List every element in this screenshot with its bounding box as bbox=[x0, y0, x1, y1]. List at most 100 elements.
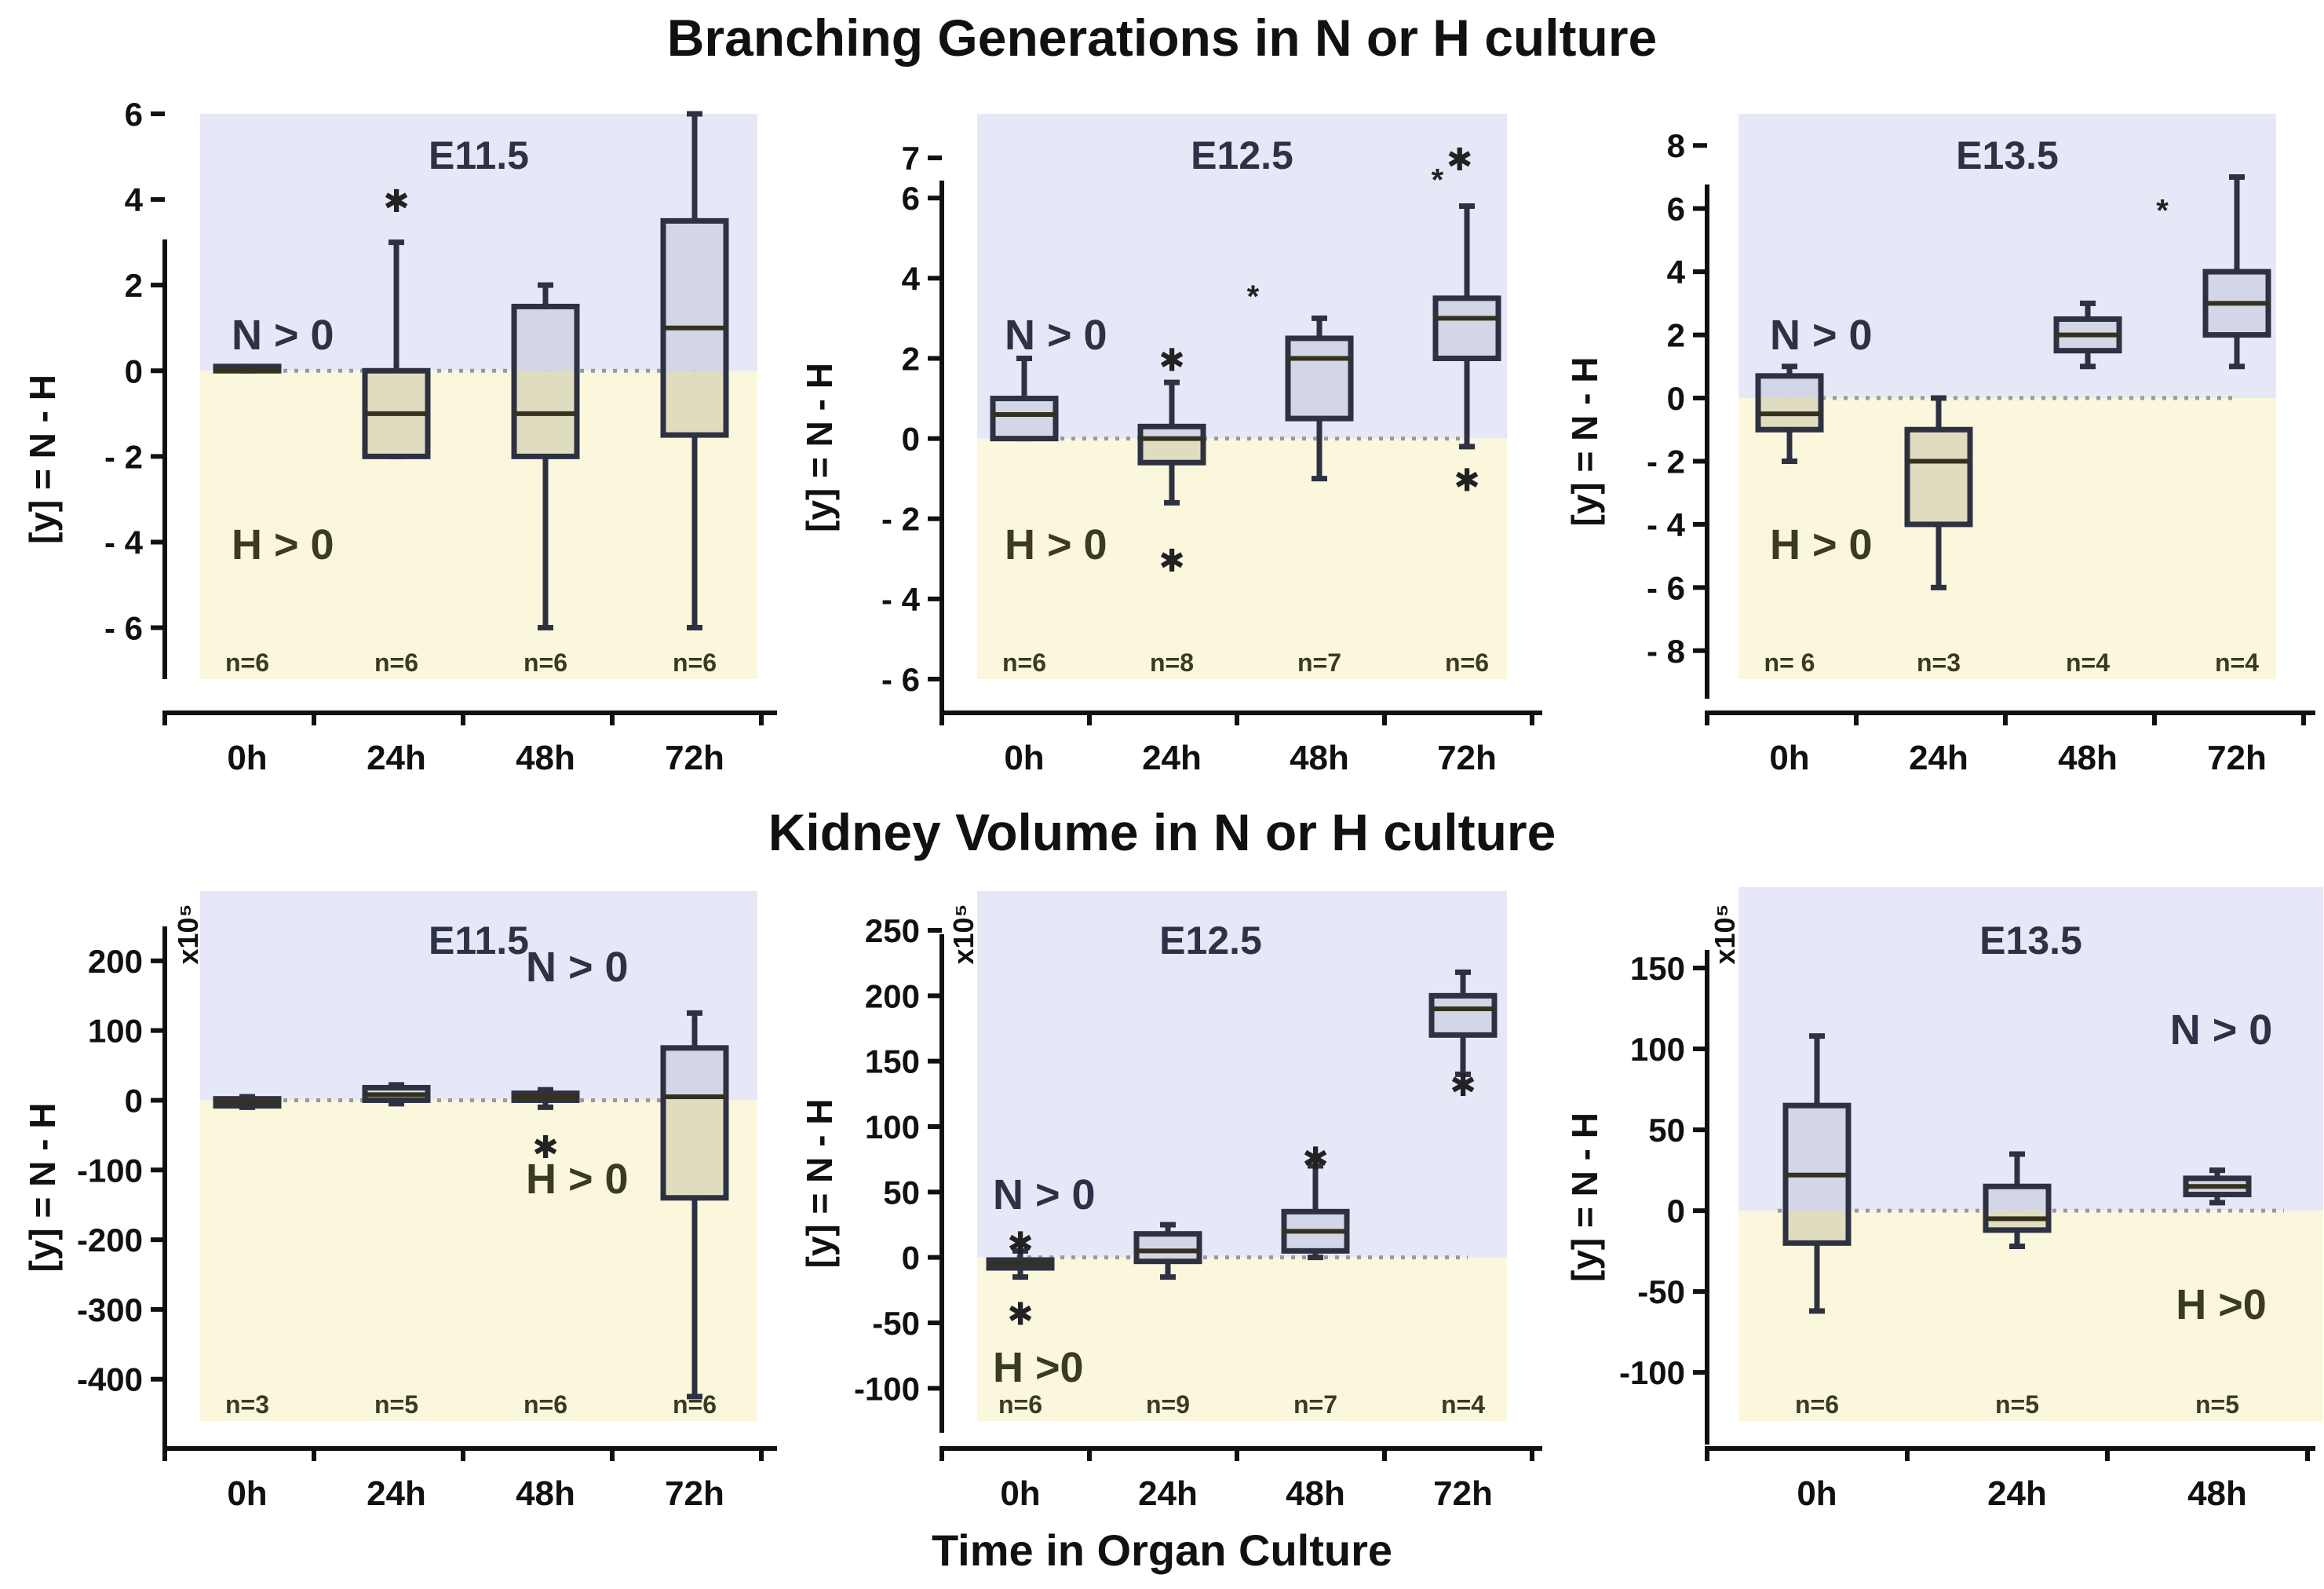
branch-e115-box-48h bbox=[511, 282, 580, 631]
volume-e125-y-tick-label: 200 bbox=[865, 977, 920, 1014]
volume-e125-n-count: n=4 bbox=[1441, 1390, 1485, 1419]
volume-e115-n-count: n=3 bbox=[225, 1390, 269, 1419]
volume-e135-y-tick-label: 50 bbox=[1648, 1112, 1685, 1149]
volume-e135-y-tick-label: 100 bbox=[1630, 1031, 1685, 1068]
branch-e125-x-tick-label: 48h bbox=[1290, 739, 1349, 777]
branch-e135-x-tick-label: 24h bbox=[1909, 739, 1968, 777]
volume-e115-y-multiplier: x10⁵ bbox=[172, 904, 204, 965]
volume-e115-box-0h bbox=[213, 1094, 282, 1110]
branch-e135-n-count: n= 6 bbox=[1764, 648, 1815, 677]
volume-e135-box-outline bbox=[1983, 1183, 2052, 1233]
branch-e135-y-tick-label: 8 bbox=[1667, 127, 1685, 164]
volume-e125-box-0h: ✱✱ bbox=[986, 1227, 1055, 1332]
branch-e135-outlier: * bbox=[2156, 194, 2169, 228]
branch-e125-y-tick-label: 2 bbox=[902, 340, 920, 377]
branch-e135-n-count: n=4 bbox=[2215, 648, 2259, 677]
branch-e125-y-tick-label: - 2 bbox=[881, 501, 920, 538]
branch-e115-n-count: n=6 bbox=[673, 648, 717, 677]
volume-e125-h-region bbox=[977, 1257, 1507, 1421]
branch-e125-y-label: [y] = N - H bbox=[799, 363, 840, 532]
volume-e135-y-multiplier: x10⁵ bbox=[1709, 904, 1741, 965]
volume-e11-5-chart: E11.5 200 100 0 -100 -200 -300 -400 [y] = N - H x… bbox=[22, 891, 777, 1513]
branch-e125-h-label: H > 0 bbox=[1005, 521, 1107, 568]
volume-e135-y-tick-label: -100 bbox=[1619, 1354, 1685, 1391]
branch-e135-h-region bbox=[1738, 398, 2276, 679]
branch-e135-box-72h: * bbox=[2156, 174, 2271, 370]
branch-e115-outlier: ✱ bbox=[383, 184, 410, 219]
branch-e115-y-tick-label: 4 bbox=[125, 181, 144, 218]
volume-e115-y-tick-label: -300 bbox=[77, 1291, 143, 1328]
volume-e115-title: E11.5 bbox=[429, 919, 529, 963]
volume-e115-box-24h bbox=[362, 1082, 431, 1107]
branch-e125-outlier: * bbox=[1247, 279, 1260, 314]
volume-e115-x-tick-label: 24h bbox=[367, 1474, 426, 1513]
volume-e135-n-count: n=5 bbox=[2195, 1390, 2239, 1419]
volume-e125-x-tick-label: 48h bbox=[1286, 1474, 1345, 1513]
volume-e135-n-label: N > 0 bbox=[2170, 1006, 2273, 1054]
volume-e115-y-tick-label: -200 bbox=[77, 1222, 143, 1258]
volume-e115-y-tick-label: -100 bbox=[77, 1152, 143, 1189]
volume-e115-y-tick-label: 200 bbox=[88, 943, 143, 980]
volume-e115-y-tick-label: 0 bbox=[125, 1082, 143, 1119]
volume-e125-y-tick-label: 50 bbox=[883, 1174, 920, 1211]
branch-e125-box-outline bbox=[1285, 335, 1354, 422]
branch-e115-x-tick-label: 24h bbox=[367, 739, 426, 777]
volume-e125-h-label: H >0 bbox=[993, 1344, 1084, 1391]
branch-e115-box-fill-n bbox=[514, 306, 577, 371]
branch-e135-n-label: N > 0 bbox=[1770, 312, 1873, 359]
volume-e135-x-tick-label: 48h bbox=[2187, 1474, 2247, 1513]
branch-e115-box-24h: ✱ bbox=[362, 184, 431, 459]
branch-e115-n-count: n=6 bbox=[524, 648, 567, 677]
volume-e125-box-fill-n bbox=[1432, 995, 1494, 1036]
volume-e125-n-region bbox=[977, 891, 1507, 1258]
branch-e125-n-region bbox=[977, 114, 1507, 439]
volume-e115-box-fill-n bbox=[663, 1047, 726, 1101]
volume-e135-box-fill-n bbox=[1786, 1105, 1848, 1211]
volume-e125-title: E12.5 bbox=[1159, 919, 1262, 963]
volume-e115-n-count: n=6 bbox=[524, 1390, 567, 1419]
volume-e115-x-tick-label: 72h bbox=[665, 1474, 724, 1513]
branch-e125-y-tick-label: - 6 bbox=[881, 661, 920, 698]
volume-section-title: Kidney Volume in N or H culture bbox=[768, 803, 1556, 861]
branch-e125-box-outline bbox=[1137, 423, 1206, 466]
volume-e115-box-72h bbox=[660, 1010, 729, 1400]
branch-e135-n-count: n=3 bbox=[1917, 648, 1961, 677]
branch-e125-title: E12.5 bbox=[1191, 133, 1293, 177]
volume-e115-y-tick-label: -400 bbox=[77, 1361, 143, 1398]
branch-e125-box-outline bbox=[990, 396, 1059, 442]
branch-e115-y-tick-label: 6 bbox=[125, 96, 143, 133]
branch-e125-y-tick-label: 7 bbox=[902, 140, 920, 177]
volume-e135-y-tick-label: 0 bbox=[1667, 1193, 1685, 1229]
volume-e115-h-label: H > 0 bbox=[526, 1156, 629, 1203]
branch-e135-box-48h bbox=[2053, 300, 2122, 370]
volume-e125-outlier: ✱ bbox=[1302, 1142, 1329, 1176]
volume-e125-box-72h: ✱ bbox=[1428, 969, 1498, 1103]
branch-e125-n-label: N > 0 bbox=[1005, 312, 1107, 359]
branch-e115-y-tick-label: - 4 bbox=[104, 524, 144, 561]
volume-e135-y-label: [y] = N - H bbox=[1564, 1112, 1605, 1282]
branch-e135-y-tick-label: - 4 bbox=[1647, 506, 1686, 543]
volume-e135-box-0h bbox=[1782, 1033, 1852, 1314]
branch-e125-outlier: ✱ bbox=[1447, 143, 1473, 177]
volume-e115-x-tick-label: 0h bbox=[227, 1474, 267, 1513]
volume-e115-n-label: N > 0 bbox=[526, 944, 629, 991]
volume-e125-x-tick-label: 24h bbox=[1138, 1474, 1198, 1513]
volume-e135-y-tick-label: 150 bbox=[1630, 950, 1685, 987]
branch-e115-y-tick-label: 0 bbox=[125, 353, 143, 389]
branch-e135-x-tick-label: 72h bbox=[2207, 739, 2267, 777]
volume-e125-y-tick-label: 250 bbox=[865, 912, 920, 949]
branching-section-title: Branching Generations in N or H culture bbox=[666, 9, 1658, 67]
branch-e135-x-tick-label: 0h bbox=[1769, 739, 1809, 777]
branch-e135-y-tick-label: - 8 bbox=[1647, 633, 1685, 670]
branch-e135-y-tick-label: - 6 bbox=[1647, 569, 1685, 606]
branch-e125-y-tick-label: 4 bbox=[902, 260, 921, 297]
branch-e135-n-count: n=4 bbox=[2066, 648, 2110, 677]
branch-e135-box-fill-n bbox=[1758, 375, 1821, 399]
branch-e135-y-tick-label: 2 bbox=[1667, 317, 1685, 354]
branch-e125-y-tick-label: - 4 bbox=[881, 581, 921, 618]
volume-e135-title: E13.5 bbox=[1979, 919, 2082, 963]
branch-e135-box-outline bbox=[1904, 426, 1973, 528]
volume-e115-outlier: ✱ bbox=[532, 1131, 559, 1165]
branch-e125-outlier: ✱ bbox=[1158, 544, 1185, 579]
branch-e115-y-tick-label: - 6 bbox=[104, 610, 143, 647]
